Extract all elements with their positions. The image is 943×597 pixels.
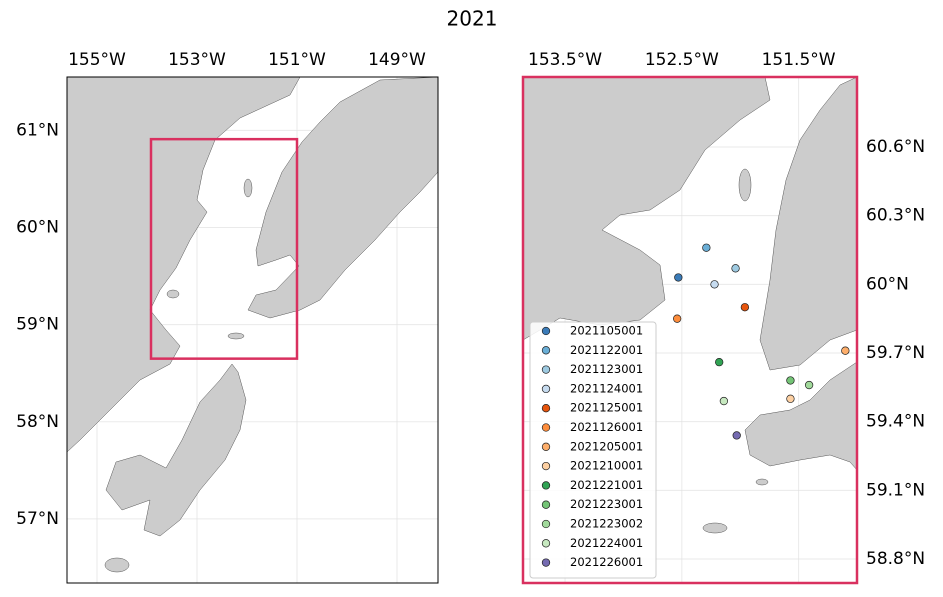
y-tick-label: 59°N xyxy=(16,315,59,335)
legend-marker xyxy=(541,500,551,509)
legend-label: 2021226001 xyxy=(570,555,643,569)
y-tick-label: 57°N xyxy=(16,509,59,529)
y-tick-label: 59.1°N xyxy=(866,480,925,500)
station-point xyxy=(841,346,850,355)
x-tick-label: 153°W xyxy=(168,50,226,70)
legend-label: 2021223002 xyxy=(570,517,643,531)
legend-label: 2021124001 xyxy=(570,381,643,395)
legend-marker xyxy=(541,481,551,490)
y-tick-label: 58°N xyxy=(16,412,59,432)
legend-label: 2021105001 xyxy=(570,324,643,338)
station-point xyxy=(715,358,724,367)
legend-marker xyxy=(541,442,551,451)
legend-marker xyxy=(541,346,551,355)
station-point xyxy=(702,243,711,252)
legend-label: 2021221001 xyxy=(570,478,643,492)
map-frame xyxy=(66,76,439,584)
x-tick-label: 151.5°W xyxy=(762,50,836,70)
legend-marker xyxy=(541,423,551,432)
legend-marker xyxy=(541,326,551,336)
land xyxy=(67,77,438,573)
legend-marker xyxy=(541,461,551,471)
legend-label: 2021123001 xyxy=(570,362,643,376)
legend-marker xyxy=(541,539,551,548)
legend-label: 2021223001 xyxy=(570,497,643,511)
station-point xyxy=(786,376,795,385)
legend-box xyxy=(529,321,657,579)
station-point xyxy=(804,380,814,390)
station-point xyxy=(786,394,795,403)
y-tick-label: 60°N xyxy=(866,274,909,294)
legend-label: 2021210001 xyxy=(570,459,643,473)
y-tick-label: 58.8°N xyxy=(866,549,925,569)
station-point xyxy=(731,264,740,273)
station-point xyxy=(673,314,682,323)
y-tick-label: 59.7°N xyxy=(866,343,925,363)
legend-label: 2021126001 xyxy=(570,420,643,434)
station-point xyxy=(719,396,729,406)
legend-marker xyxy=(541,558,551,567)
x-tick-label: 153.5°W xyxy=(528,50,602,70)
y-tick-label: 60.3°N xyxy=(866,206,925,226)
legend-marker xyxy=(541,384,551,394)
inset-box xyxy=(149,137,299,360)
y-tick-label: 61°N xyxy=(16,120,59,140)
station-point xyxy=(740,303,750,312)
legend-marker xyxy=(541,365,551,374)
station-point xyxy=(710,280,719,289)
x-tick-label: 151°W xyxy=(268,50,326,70)
legend-label: 2021122001 xyxy=(570,343,643,357)
legend-label: 2021125001 xyxy=(570,401,643,415)
inset-frame xyxy=(521,75,859,585)
legend-label: 2021205001 xyxy=(570,439,643,453)
x-tick-label: 155°W xyxy=(68,50,126,70)
x-tick-label: 149°W xyxy=(368,50,426,70)
x-tick-label: 152.5°W xyxy=(645,50,719,70)
legend-label: 2021224001 xyxy=(570,536,643,550)
legend-marker xyxy=(541,404,551,413)
land xyxy=(523,77,857,534)
y-tick-label: 60.6°N xyxy=(866,137,925,157)
y-tick-label: 59.4°N xyxy=(866,412,925,432)
station-point xyxy=(674,273,683,282)
station-point xyxy=(732,431,741,440)
y-tick-label: 60°N xyxy=(16,218,59,238)
legend-marker xyxy=(541,519,551,529)
figure-title: 2021 xyxy=(447,7,498,31)
